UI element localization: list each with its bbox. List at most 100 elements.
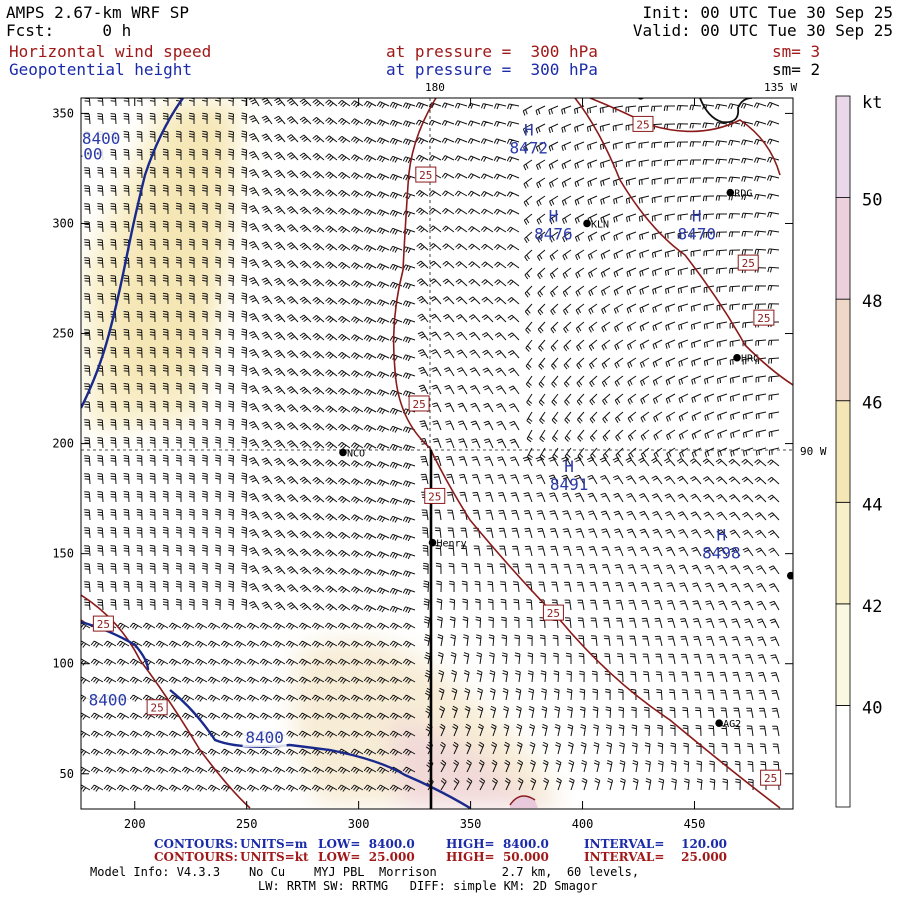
y-tick-label: 300	[52, 216, 74, 230]
high-pressure-value: 8472	[510, 138, 549, 157]
speed-label-box	[737, 254, 759, 271]
colorbar-bin	[835, 197, 851, 300]
speed-label: 25	[151, 702, 164, 715]
high-pressure-value: 8476	[534, 224, 573, 243]
plot-frame	[80, 97, 794, 810]
y-tick-label: 250	[52, 327, 74, 341]
height-label-bg	[81, 145, 106, 164]
footer-contours-kt-units: UNITS=kt	[240, 850, 309, 864]
station-label: NCO	[347, 448, 365, 459]
footer-contours-kt-high: HIGH= 50.000	[446, 850, 549, 864]
footer-contours-m-label: CONTOURS:	[154, 837, 238, 851]
height-label-bg	[85, 691, 130, 710]
station-marker	[786, 571, 793, 580]
station-marker	[733, 353, 741, 362]
station-marker	[726, 188, 735, 197]
colorbar-bin	[835, 95, 851, 198]
x-tick-label: 400	[572, 817, 594, 831]
y-tick-label: 50	[60, 767, 74, 781]
station-label: AG2	[723, 719, 741, 730]
lon-label-180: 180	[425, 81, 445, 94]
colorbar-bin	[835, 298, 851, 402]
speed-label: 25	[428, 490, 441, 503]
colorbar-label: 50	[862, 191, 882, 211]
valid-time: Valid: 00 UTC Tue 30 Sep 25	[632, 21, 893, 40]
high-pressure-value: 8491	[550, 475, 589, 494]
speed-label: 25	[764, 772, 777, 785]
field1-level: at pressure = 300 hPa	[386, 42, 598, 61]
station-label: KLN	[591, 219, 609, 230]
y-tick-label: 200	[52, 437, 74, 451]
colorbar-bin	[835, 501, 851, 605]
colorbar-bin	[835, 603, 851, 706]
speed-label-box	[424, 487, 446, 504]
model-title: AMPS 2.67-km WRF SP	[6, 3, 190, 22]
height-label: 8400	[64, 145, 103, 164]
colorbar-label: 48	[862, 292, 882, 312]
speed-label: 25	[412, 398, 425, 411]
height-label: 8400	[82, 129, 121, 148]
station-label: Henry	[437, 539, 467, 550]
wind-max-pocket	[510, 796, 538, 808]
height-label: 8400	[245, 728, 284, 747]
axis-ticks	[81, 98, 793, 809]
station-label: RDG	[734, 189, 752, 200]
init-time: Init: 00 UTC Tue 30 Sep 25	[642, 3, 893, 22]
station-marker	[583, 219, 591, 228]
colorbar-label: 44	[862, 495, 882, 515]
colorbar-bin	[835, 705, 851, 808]
wind-speed-contours	[81, 98, 793, 809]
footer-contours-m-units: UNITS=m	[240, 837, 308, 851]
colorbar-bin	[835, 400, 851, 503]
field2-name: Geopotential height	[9, 60, 193, 79]
high-pressure-value: 8470	[677, 224, 716, 243]
speed-label: 25	[757, 312, 770, 325]
colorbar-unit: kt	[862, 93, 882, 113]
footer-contours-m-interval: INTERVAL= 120.00	[584, 837, 728, 851]
field1-name: Horizontal wind speed	[9, 42, 212, 61]
station-marker	[428, 538, 437, 547]
speed-label: 25	[742, 257, 755, 270]
colorbar: 40 42 44 46 48 50	[835, 95, 882, 808]
colorbar-label: 40	[862, 698, 882, 718]
x-tick-label: 250	[236, 817, 258, 831]
colorbar-label: 42	[862, 597, 882, 617]
speed-label-box	[408, 395, 430, 412]
y-tick-label: 150	[52, 547, 74, 561]
field2-level: at pressure = 300 hPa	[386, 60, 598, 79]
field1-smoothing: sm= 3	[772, 42, 821, 61]
footer-model-info: Model Info: V4.3.3 No Cu MYJ PBL Morriso…	[90, 865, 640, 879]
footer-physics-info: LW: RRTM SW: RRTMG DIFF: simple KM: 2D S…	[258, 879, 598, 893]
station-marker	[715, 719, 723, 727]
footer-contours-kt-label: CONTOURS:	[154, 850, 238, 864]
height-label-bg	[242, 728, 287, 747]
footer-contours-kt-interval: INTERVAL= 25.000	[584, 850, 728, 864]
x-tick-label: 450	[684, 817, 706, 831]
wind-barbs	[81, 98, 780, 792]
axis-tick-labels: 200 250 300 350 400 450 50 100 150 200 250 300 350	[52, 106, 705, 831]
height-label: 8400	[89, 691, 128, 710]
speed-label-box	[146, 699, 168, 716]
high-pressure-symbol: H	[524, 120, 534, 139]
station-marker	[339, 448, 347, 457]
y-tick-label: 350	[52, 106, 74, 120]
high-pressure-symbol: H	[717, 525, 727, 544]
field2-smoothing: sm= 2	[772, 60, 821, 79]
wind-barb-field	[81, 98, 780, 792]
speed-label-box	[92, 615, 114, 632]
footer-contours-kt-low: LOW= 25.000	[318, 850, 415, 864]
footer-contours-m-high: HIGH= 8400.0	[446, 837, 549, 851]
lon-label-135w: 135 W	[764, 81, 797, 94]
high-pressure-symbol: H	[564, 457, 574, 476]
x-tick-label: 300	[348, 817, 370, 831]
x-tick-label: 200	[124, 817, 146, 831]
y-tick-label: 100	[52, 657, 74, 671]
lon-label-90w: 90 W	[800, 445, 827, 458]
high-pressure-value: 8498	[702, 543, 741, 562]
coastline	[699, 98, 753, 124]
x-tick-label: 350	[460, 817, 482, 831]
forecast-hour: Fcst: 0 h	[6, 21, 132, 40]
